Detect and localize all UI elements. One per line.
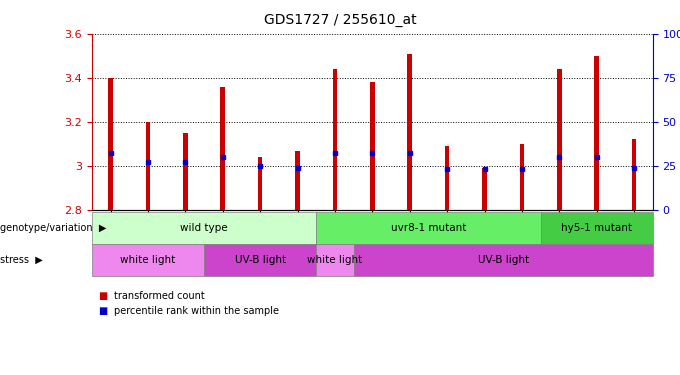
- Bar: [445, 146, 449, 210]
- Text: transformed count: transformed count: [114, 291, 204, 301]
- Text: hy5-1 mutant: hy5-1 mutant: [561, 223, 632, 233]
- Text: UV-B light: UV-B light: [235, 255, 286, 265]
- Text: white light: white light: [307, 255, 362, 265]
- Text: ■: ■: [99, 306, 108, 316]
- Bar: [407, 54, 412, 210]
- Text: GDS1727 / 255610_at: GDS1727 / 255610_at: [264, 13, 416, 27]
- Text: white light: white light: [120, 255, 175, 265]
- Bar: [594, 56, 599, 210]
- Bar: [520, 144, 524, 210]
- Text: wild type: wild type: [180, 223, 228, 233]
- Bar: [183, 133, 188, 210]
- Bar: [557, 69, 562, 210]
- Text: UV-B light: UV-B light: [477, 255, 529, 265]
- Bar: [258, 157, 262, 210]
- Bar: [146, 122, 150, 210]
- Bar: [108, 78, 113, 210]
- Text: stress  ▶: stress ▶: [0, 255, 43, 265]
- Text: percentile rank within the sample: percentile rank within the sample: [114, 306, 279, 316]
- Bar: [220, 87, 225, 210]
- Bar: [333, 69, 337, 210]
- Bar: [370, 82, 375, 210]
- Text: uvr8-1 mutant: uvr8-1 mutant: [391, 223, 466, 233]
- Bar: [295, 150, 300, 210]
- Text: genotype/variation  ▶: genotype/variation ▶: [0, 223, 106, 233]
- Bar: [632, 140, 636, 210]
- Text: ■: ■: [99, 291, 108, 301]
- Bar: [482, 168, 487, 210]
